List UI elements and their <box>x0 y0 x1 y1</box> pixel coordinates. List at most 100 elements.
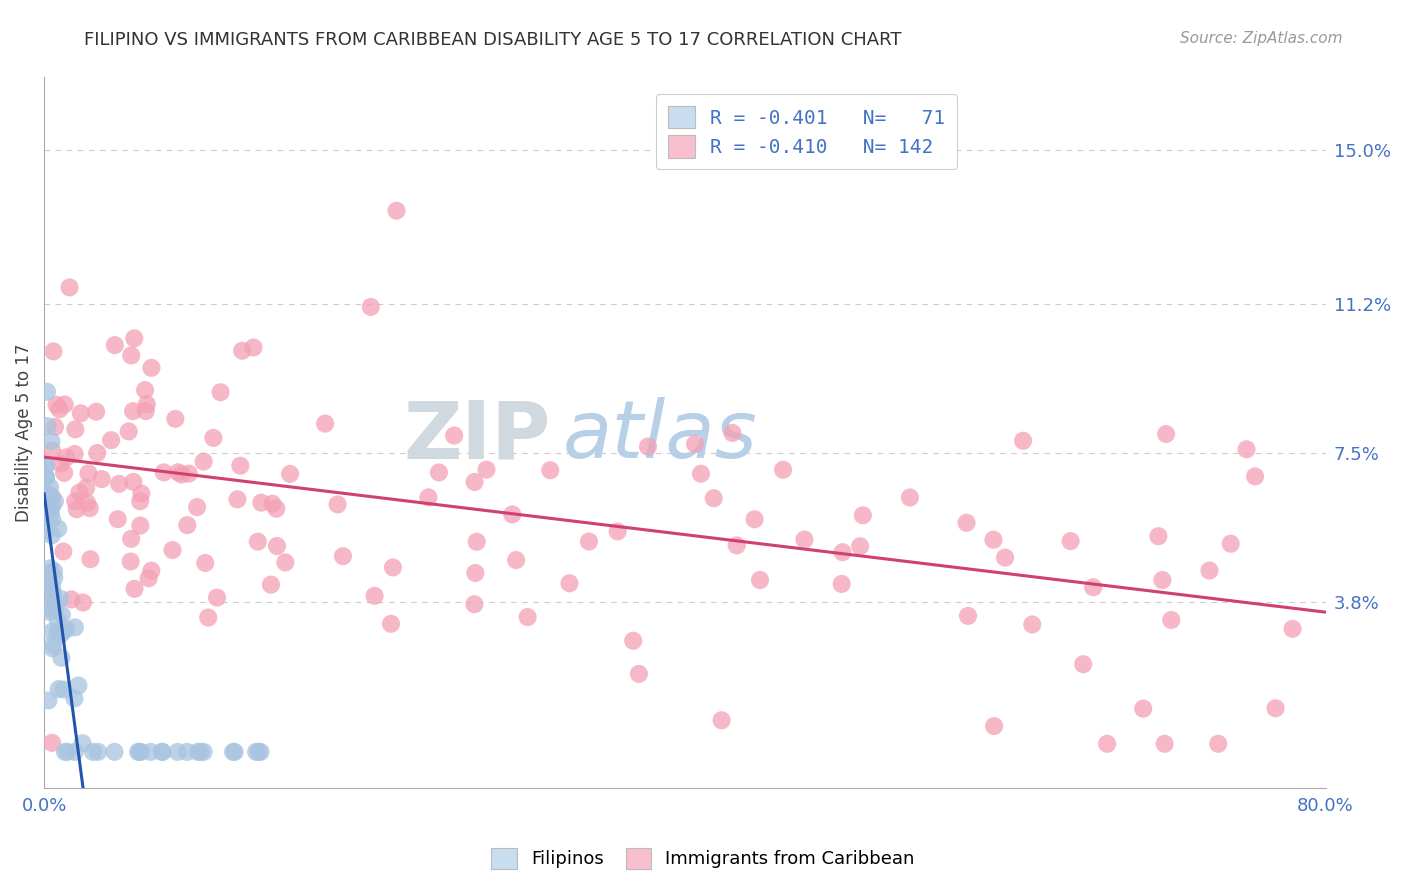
Point <box>52 624 75 639</box>
Point <box>983 533 1005 547</box>
Point <box>55 623 77 637</box>
Point <box>37 572 59 586</box>
Point <box>129 494 152 508</box>
Point <box>772 463 794 477</box>
Point <box>578 534 600 549</box>
Point <box>118 425 141 439</box>
Point <box>46 522 69 536</box>
Point <box>41 586 63 600</box>
Point <box>1021 617 1043 632</box>
Point <box>41 513 63 527</box>
Point <box>266 539 288 553</box>
Point <box>831 545 853 559</box>
Point <box>363 589 385 603</box>
Point <box>53 466 76 480</box>
Point <box>249 745 271 759</box>
Point <box>103 745 125 759</box>
Point <box>983 719 1005 733</box>
Point <box>49 457 72 471</box>
Point <box>60 592 83 607</box>
Point <box>48 402 70 417</box>
Point <box>332 549 354 563</box>
Point <box>190 745 212 759</box>
Point <box>141 360 163 375</box>
Point <box>166 745 188 759</box>
Point <box>122 404 145 418</box>
Point <box>627 666 650 681</box>
Point <box>418 491 440 505</box>
Point <box>38 605 60 619</box>
Point <box>52 682 75 697</box>
Point <box>1095 737 1118 751</box>
Point <box>41 624 63 639</box>
Point <box>250 495 273 509</box>
Legend: R = -0.401   N=   71, R = -0.410   N= 142: R = -0.401 N= 71, R = -0.410 N= 142 <box>657 95 957 169</box>
Point <box>1012 434 1035 448</box>
Point <box>45 398 67 412</box>
Point <box>242 341 264 355</box>
Point <box>381 560 404 574</box>
Point <box>41 581 63 595</box>
Point <box>262 497 284 511</box>
Point <box>53 745 76 759</box>
Point <box>120 532 142 546</box>
Point <box>41 528 63 542</box>
Point <box>35 459 58 474</box>
Point <box>1147 529 1170 543</box>
Point <box>135 397 157 411</box>
Point <box>176 518 198 533</box>
Point <box>209 385 232 400</box>
Point <box>37 493 59 508</box>
Point <box>35 470 58 484</box>
Point <box>63 620 86 634</box>
Point <box>516 610 538 624</box>
Point <box>131 486 153 500</box>
Point <box>1264 701 1286 715</box>
Point <box>231 343 253 358</box>
Point <box>202 431 225 445</box>
Point <box>55 450 77 465</box>
Text: ZIP: ZIP <box>404 398 550 475</box>
Point <box>1236 442 1258 457</box>
Point <box>849 539 872 553</box>
Point <box>193 454 215 468</box>
Point <box>464 475 486 489</box>
Point <box>90 472 112 486</box>
Point <box>124 582 146 596</box>
Point <box>100 433 122 447</box>
Point <box>226 492 249 507</box>
Point <box>44 571 66 585</box>
Point <box>37 419 59 434</box>
Point <box>464 566 486 580</box>
Point <box>45 599 67 614</box>
Point <box>67 679 90 693</box>
Point <box>120 554 142 568</box>
Point <box>197 610 219 624</box>
Point <box>86 446 108 460</box>
Point <box>63 691 86 706</box>
Point <box>39 480 62 494</box>
Point <box>193 745 215 759</box>
Point <box>42 641 65 656</box>
Point <box>725 538 748 552</box>
Point <box>1206 737 1229 751</box>
Point <box>51 650 73 665</box>
Point <box>107 512 129 526</box>
Point <box>1219 537 1241 551</box>
Point <box>152 466 174 480</box>
Point <box>75 481 97 495</box>
Point <box>245 745 267 759</box>
Point <box>127 745 149 759</box>
Point <box>104 338 127 352</box>
Point <box>39 561 62 575</box>
Point <box>87 745 110 759</box>
Point <box>150 745 173 759</box>
Point <box>76 496 98 510</box>
Point <box>128 745 150 759</box>
Point <box>260 577 283 591</box>
Point <box>44 420 66 434</box>
Point <box>501 508 523 522</box>
Point <box>122 475 145 489</box>
Point <box>165 412 187 426</box>
Point <box>274 556 297 570</box>
